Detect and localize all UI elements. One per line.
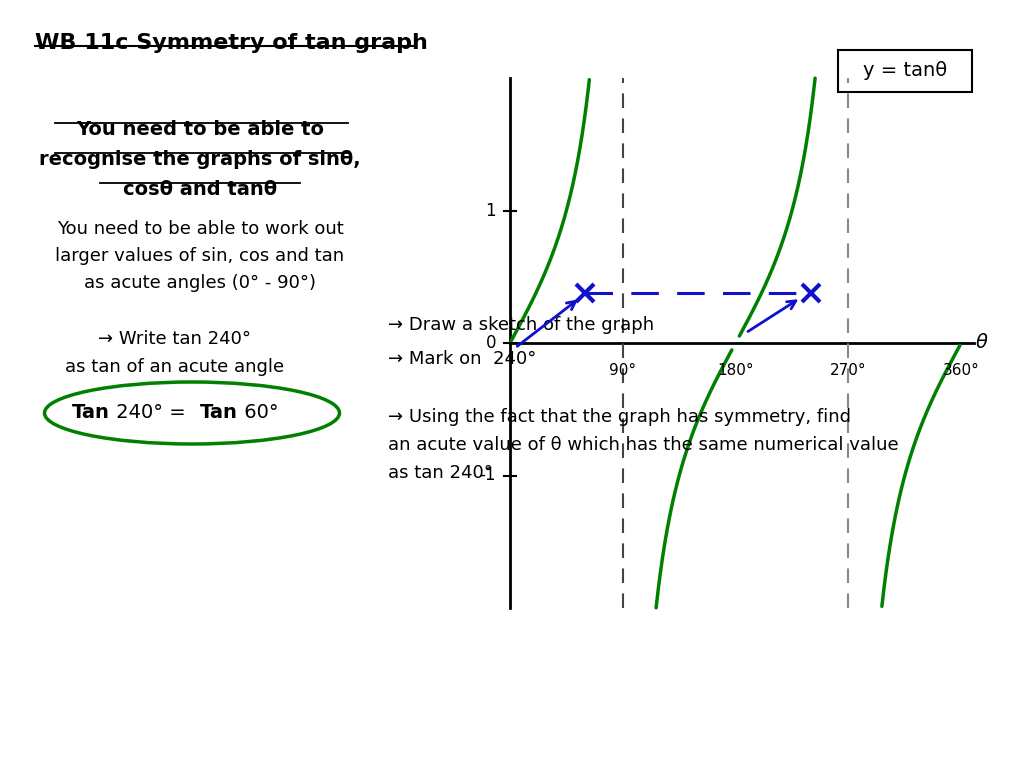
Text: as tan of an acute angle: as tan of an acute angle — [66, 358, 285, 376]
Text: θ: θ — [976, 333, 987, 353]
Text: → Using the fact that the graph has symmetry, find: → Using the fact that the graph has symm… — [388, 408, 851, 426]
Text: Tan: Tan — [72, 403, 110, 422]
Text: larger values of sin, cos and tan: larger values of sin, cos and tan — [55, 247, 344, 265]
Text: as acute angles (0° - 90°): as acute angles (0° - 90°) — [84, 274, 316, 292]
Text: an acute value of θ which has the same numerical value: an acute value of θ which has the same n… — [388, 436, 899, 454]
Text: cosθ and tanθ: cosθ and tanθ — [123, 180, 278, 199]
Text: 1: 1 — [485, 201, 496, 220]
Text: You need to be able to: You need to be able to — [76, 120, 324, 139]
Text: as tan 240°: as tan 240° — [388, 464, 493, 482]
Text: → Mark on  240°: → Mark on 240° — [388, 350, 537, 368]
Text: 0: 0 — [485, 334, 496, 352]
Text: 360°: 360° — [943, 363, 980, 378]
Text: -1: -1 — [479, 466, 496, 485]
Text: Tan: Tan — [200, 403, 238, 422]
Text: → Write tan 240°: → Write tan 240° — [98, 330, 252, 348]
Text: 180°: 180° — [717, 363, 754, 378]
Text: y = tanθ: y = tanθ — [863, 61, 947, 81]
Text: You need to be able to work out: You need to be able to work out — [56, 220, 343, 238]
FancyBboxPatch shape — [838, 50, 972, 92]
Text: 60°: 60° — [238, 403, 279, 422]
Text: WB 11c Symmetry of tan graph: WB 11c Symmetry of tan graph — [35, 33, 428, 53]
Text: 90°: 90° — [609, 363, 636, 378]
Text: 270°: 270° — [830, 363, 866, 378]
Text: 240° =: 240° = — [110, 403, 193, 422]
Text: → Draw a sketch of the graph: → Draw a sketch of the graph — [388, 316, 654, 334]
Text: recognise the graphs of sinθ,: recognise the graphs of sinθ, — [39, 150, 360, 169]
